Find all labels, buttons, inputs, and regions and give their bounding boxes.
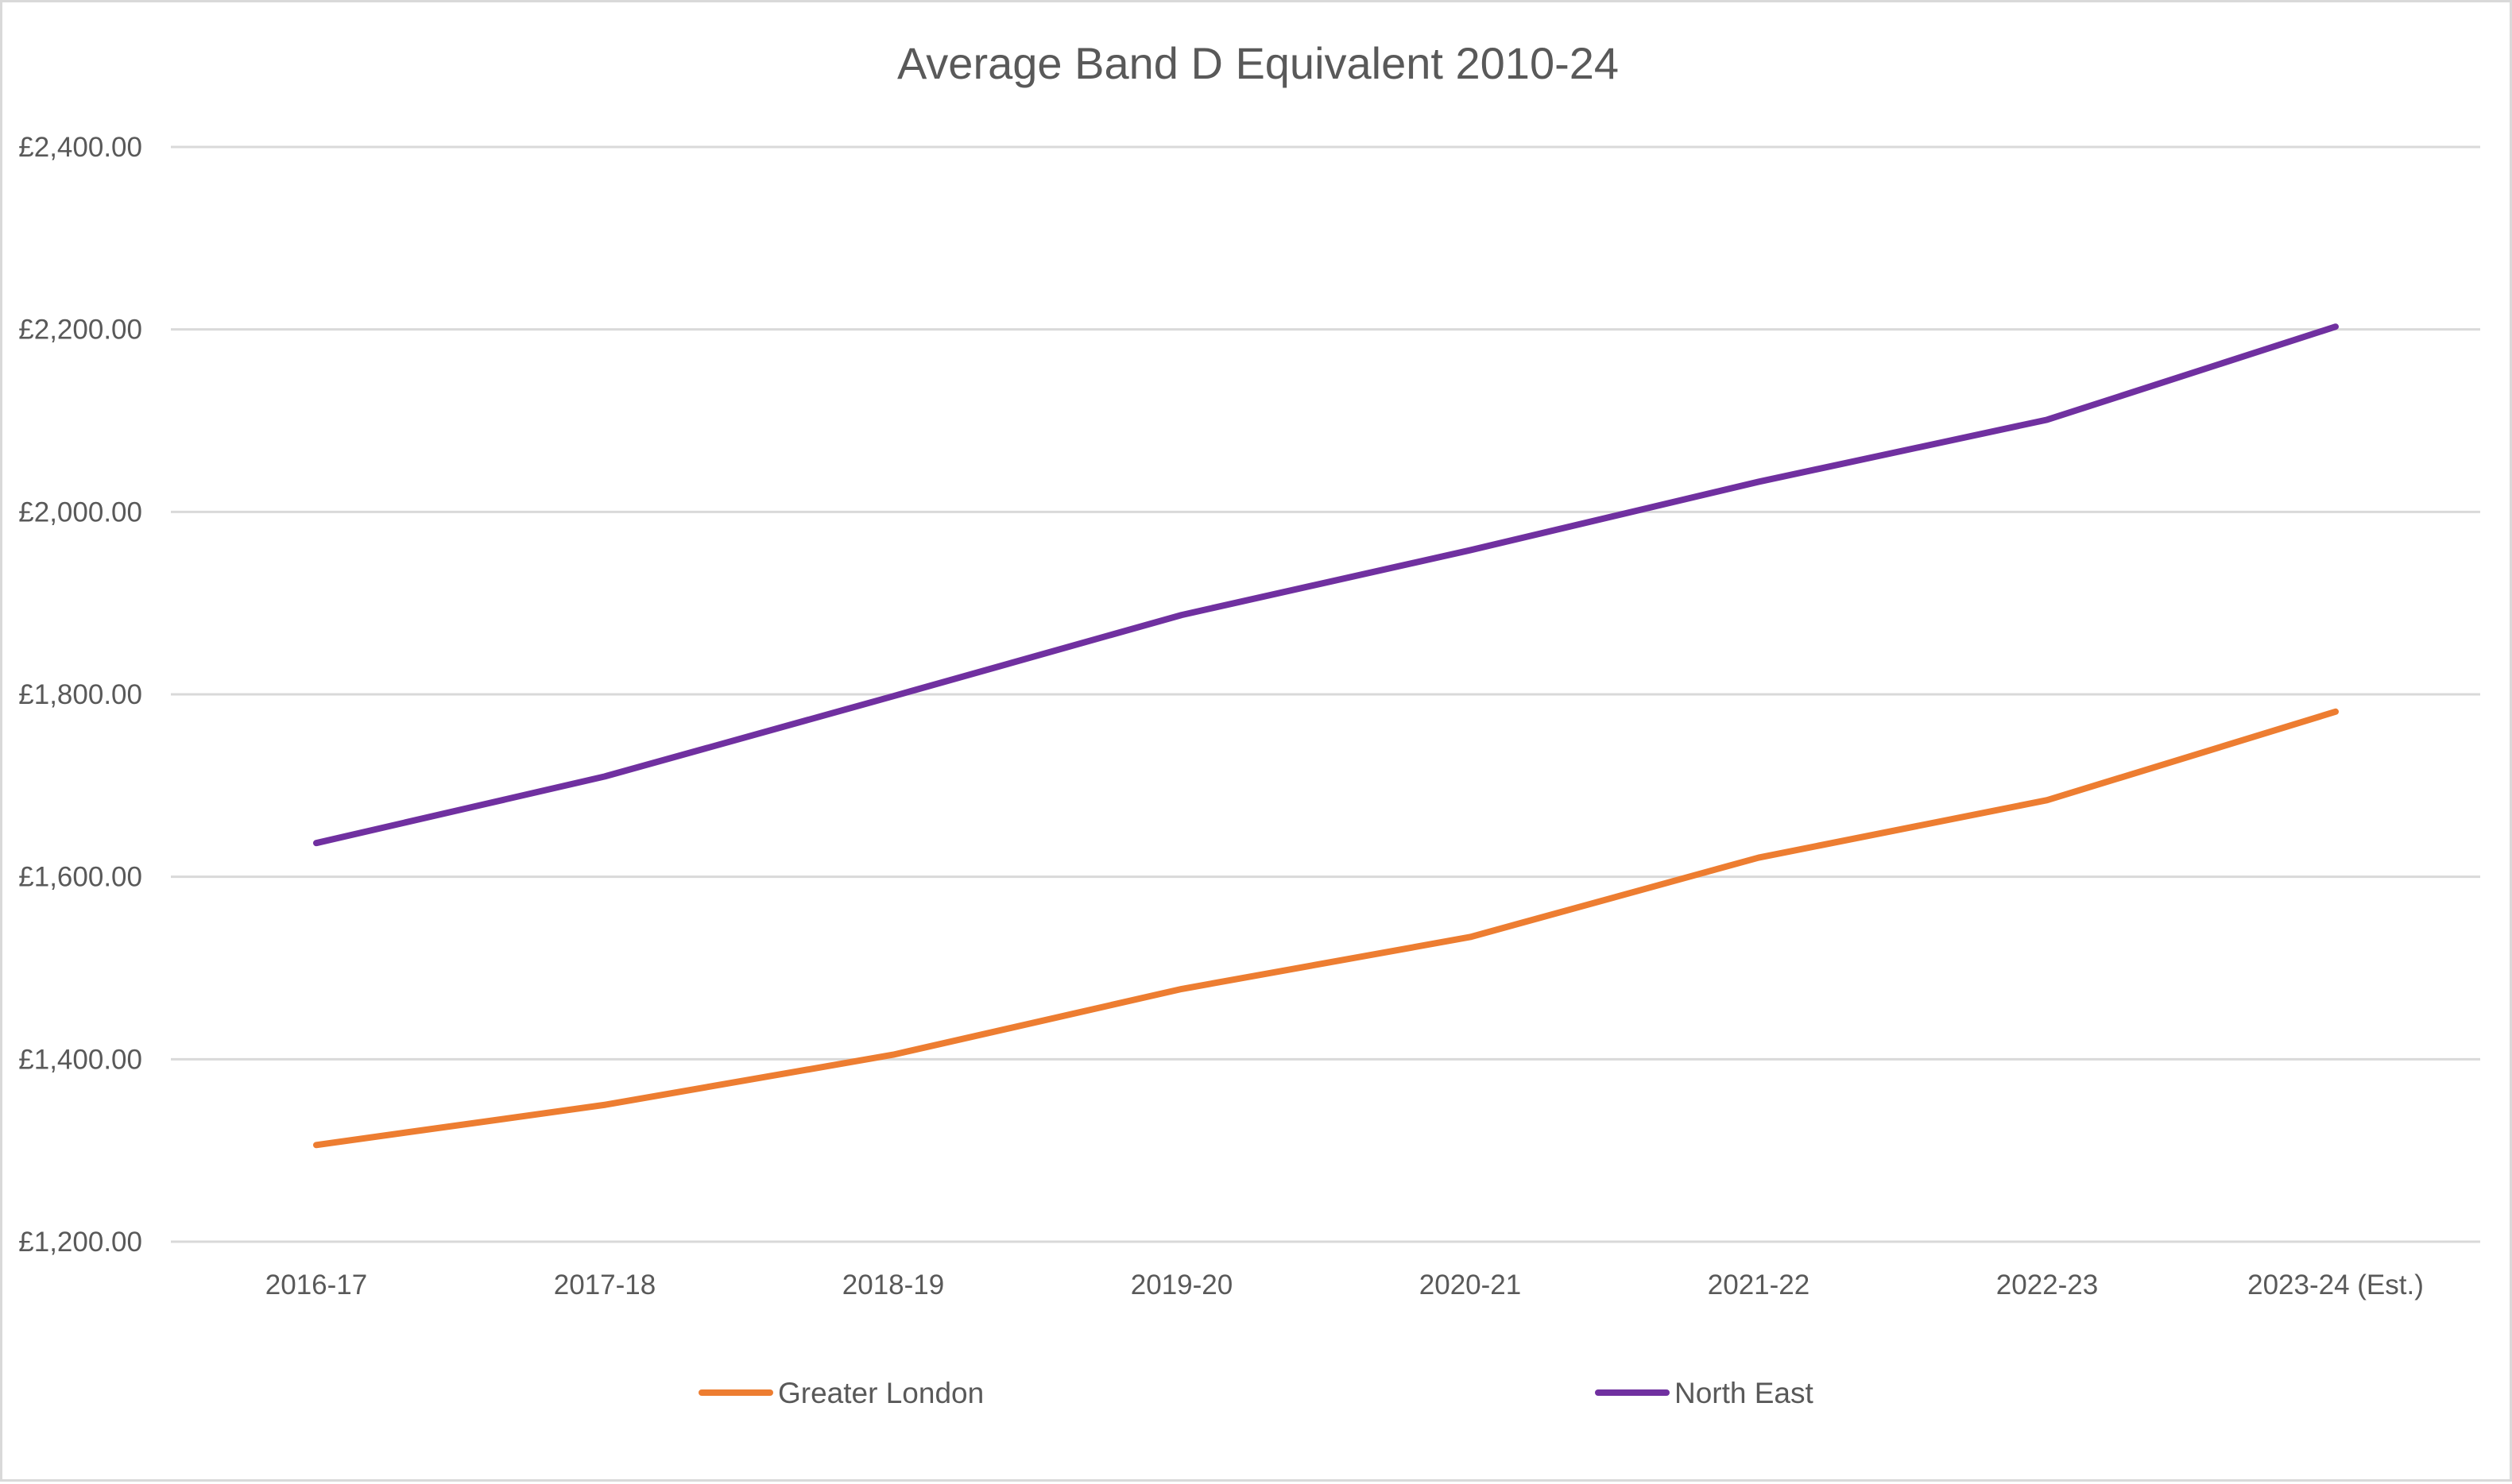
series-lines — [313, 323, 2339, 1149]
legend: Greater London North East — [699, 1377, 1814, 1409]
data-point — [2332, 323, 2339, 330]
data-point — [1179, 986, 1185, 992]
gridlines — [171, 145, 2480, 1243]
legend-label: North East — [1674, 1377, 1814, 1409]
x-tick-label: 2020-21 — [1419, 1270, 1521, 1300]
series-line-greater-london — [313, 708, 2339, 1149]
x-tick-label: 2016-17 — [265, 1270, 367, 1300]
chart-title: Average Band D Equivalent 2010-24 — [897, 38, 1619, 88]
x-tick-label: 2023-24 (Est.) — [2247, 1270, 2424, 1300]
y-tick-label: £2,000.00 — [18, 497, 142, 528]
data-point — [602, 1102, 608, 1108]
data-point — [890, 1052, 896, 1058]
x-tick-label: 2022-23 — [1996, 1270, 2098, 1300]
y-tick-label: £1,400.00 — [18, 1044, 142, 1075]
data-point — [1467, 547, 1473, 554]
data-point — [2332, 709, 2339, 715]
data-point — [2044, 797, 2050, 803]
data-point — [313, 1142, 319, 1148]
y-tick-label: £1,600.00 — [18, 862, 142, 893]
data-point — [890, 693, 896, 699]
x-tick-label: 2018-19 — [842, 1270, 944, 1300]
data-point — [602, 773, 608, 779]
y-tick-label: £2,200.00 — [18, 315, 142, 346]
y-tick-label: £1,200.00 — [18, 1227, 142, 1258]
x-tick-label: 2021-22 — [1708, 1270, 1809, 1300]
data-point — [2044, 416, 2050, 423]
x-axis-tick-labels: 2016-17 2017-18 2018-19 2019-20 2020-21 2021-… — [265, 1270, 2424, 1300]
data-point — [1755, 855, 1762, 861]
data-point — [313, 840, 319, 846]
data-point — [1467, 933, 1473, 940]
data-point — [1179, 612, 1185, 618]
x-tick-label: 2017-18 — [554, 1270, 656, 1300]
data-point — [1755, 478, 1762, 485]
x-tick-label: 2019-20 — [1131, 1270, 1233, 1300]
legend-label: Greater London — [778, 1377, 984, 1409]
y-tick-label: £1,800.00 — [18, 679, 142, 710]
y-tick-label: £2,400.00 — [18, 132, 142, 163]
series-line-north-east — [313, 323, 2339, 847]
y-axis-tick-labels: £1,200.00 £1,400.00 £1,600.00 £1,800.00 £2,0… — [18, 132, 142, 1258]
